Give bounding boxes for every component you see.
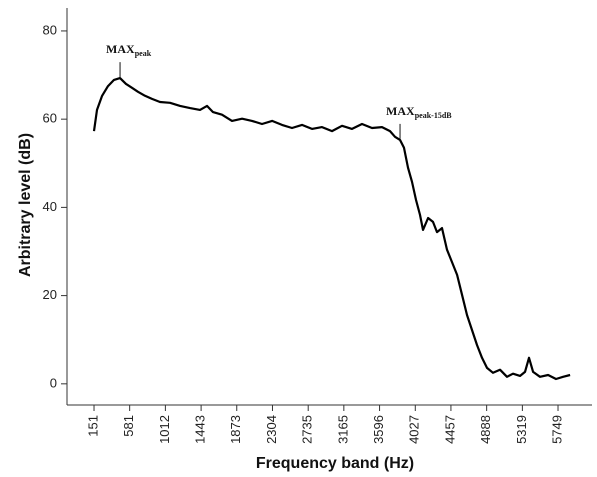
x-tick-label: 581: [121, 415, 136, 437]
y-tick-label: 40: [43, 199, 57, 214]
y-tick-label: 60: [43, 111, 57, 126]
x-tick-label: 5319: [514, 415, 529, 444]
annotation: MAXpeak-15dB: [386, 104, 452, 120]
y-tick-label: 0: [50, 375, 57, 390]
x-tick-label: 4457: [442, 415, 457, 444]
x-tick-label: 1012: [157, 415, 172, 444]
x-tick-label: 5749: [549, 415, 564, 444]
x-tick-label: 4027: [407, 415, 422, 444]
x-tick-label: 2735: [300, 415, 315, 444]
annotation: MAXpeak: [106, 42, 152, 58]
x-axis-title: Frequency band (Hz): [256, 455, 414, 472]
x-tick-label: 151: [85, 415, 100, 437]
y-tick-label: 20: [43, 287, 57, 302]
x-tick-label: 1873: [228, 415, 243, 444]
x-tick-label: 3596: [371, 415, 386, 444]
annotation-text: MAX: [386, 104, 415, 118]
x-tick-label: 3165: [335, 415, 350, 444]
y-axis-title: Arbitrary level (dB): [17, 133, 34, 277]
annotation-subscript: peak-15dB: [415, 111, 453, 120]
y-tick-label: 80: [43, 22, 57, 37]
x-tick-label: 4888: [478, 415, 493, 444]
x-tick-label: 2304: [264, 415, 279, 444]
data-line: [92, 77, 571, 381]
annotation-subscript: peak: [135, 49, 152, 58]
x-tick-label: 1443: [193, 415, 208, 444]
annotation-text: MAX: [106, 42, 135, 56]
